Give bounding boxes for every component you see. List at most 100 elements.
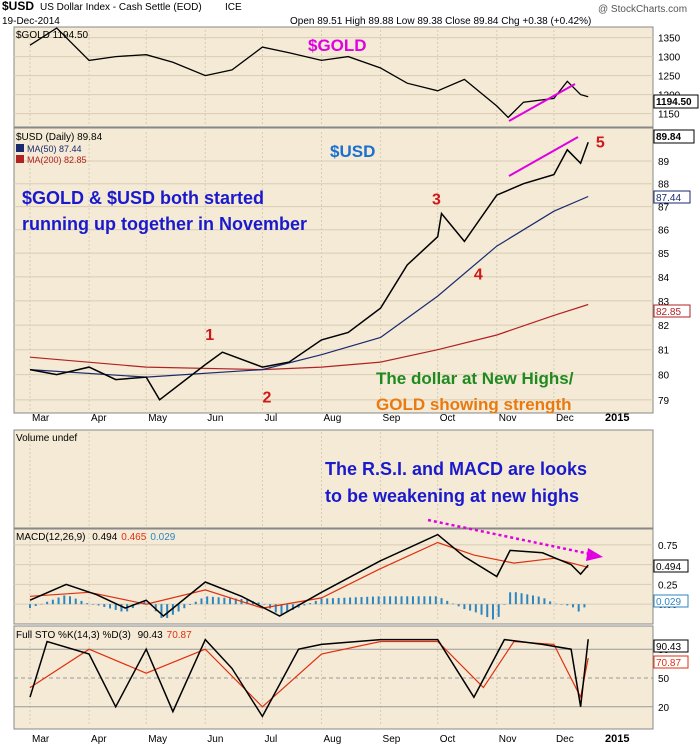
wave-count-label: 5	[596, 135, 605, 152]
macd-histogram-bar	[74, 598, 77, 605]
macd-histogram-bar	[166, 604, 169, 619]
wave-count-label: 4	[474, 266, 483, 283]
macd-histogram-bar	[366, 596, 369, 605]
macd-histogram-bar	[314, 600, 317, 605]
macd-histogram-bar	[40, 603, 43, 605]
macd-histogram-bar	[154, 604, 157, 612]
macd-histogram-bar	[469, 604, 472, 611]
x-tick-label: 2015	[605, 412, 629, 424]
macd-histogram-bar	[189, 604, 192, 605]
sto-legend-d: 70.87	[167, 630, 192, 641]
volume-legend: Volume undef	[16, 433, 77, 444]
note-rsi-macd-line1: The R.S.I. and MACD are looks	[325, 459, 587, 479]
macd-tag-text: 0.494	[656, 562, 681, 573]
gold-tick-label: 1350	[658, 34, 681, 45]
macd-histogram-bar	[583, 604, 586, 608]
macd-histogram-bar	[400, 596, 403, 605]
usd-tick-label: 84	[658, 273, 670, 284]
macd-histogram-bar	[446, 600, 449, 605]
macd-histogram-bar	[440, 598, 443, 605]
macd-histogram-bar	[234, 598, 237, 605]
usd-tick-label: 80	[658, 371, 670, 382]
macd-histogram-bar	[246, 600, 249, 605]
x-tick-labels: Mar Mar Apr Apr May May Jun Jun Jul Jul Aug Aug Sep S…	[32, 412, 629, 745]
macd-histogram-bar	[514, 592, 517, 605]
macd-histogram-bar	[520, 593, 523, 605]
x-tick-label: 2015	[605, 733, 629, 745]
macd-histogram-bar	[537, 596, 540, 605]
x-tick-label: Jun	[207, 734, 223, 745]
macd-histogram-bar	[177, 604, 180, 612]
macd-histogram-bar	[194, 601, 197, 605]
gold-trendline	[508, 83, 576, 122]
macd-histogram-bar	[423, 596, 426, 605]
macd-histogram-bar	[360, 597, 363, 605]
usd-legend-ma50: MA(50) 87.44	[27, 144, 82, 154]
macd-histogram-bar	[143, 601, 146, 605]
usd-last-text: 89.84	[656, 132, 681, 143]
macd-legend-signal: 0.465	[121, 532, 146, 543]
macd-histogram-bar	[389, 596, 392, 605]
ma50-tag-text: 87.44	[656, 193, 681, 204]
macd-histogram-bar	[434, 596, 437, 605]
macd-histogram-bar	[91, 604, 94, 605]
macd-histogram-bar	[211, 596, 214, 605]
ma200-tag	[653, 304, 691, 318]
macd-histogram-bar	[571, 604, 574, 608]
volume-panel	[13, 429, 654, 529]
macd-histogram-bar	[114, 604, 117, 610]
macd-histogram-bar	[223, 597, 226, 605]
macd-histogram-bar	[503, 604, 506, 605]
usd-series	[29, 141, 589, 401]
macd-histogram-bar	[491, 604, 494, 620]
macd-histogram-bar	[577, 604, 580, 612]
macd-histogram-bar	[171, 604, 174, 615]
header-ohlc: Open 89.51 High 89.88 Low 89.38 Close 89…	[290, 16, 591, 27]
macd-histogram-bar	[46, 601, 49, 605]
macd-histogram-bar	[377, 596, 380, 605]
gold-last-tag	[653, 94, 699, 109]
sto-tick-label: 50	[658, 674, 670, 685]
macd-series	[29, 533, 589, 620]
ma50-line	[29, 195, 589, 378]
usd-tick-label: 83	[658, 297, 670, 308]
macd-signal-line	[29, 541, 589, 609]
macd-histogram-bar	[457, 604, 460, 607]
macd-histogram-bar	[543, 598, 546, 605]
note-gold-strength: GOLD showing strength	[376, 395, 572, 414]
macd-histogram-bar	[160, 604, 163, 618]
macd-histogram-bar	[474, 604, 477, 613]
macd-histogram-bar	[429, 596, 432, 605]
macd-panel	[13, 528, 654, 625]
hist-tag-text: 0.029	[656, 597, 681, 608]
ma200-swatch	[16, 155, 24, 163]
macd-histogram-bar	[206, 596, 209, 605]
x-tick-label: Dec	[556, 734, 574, 745]
x-tick-label: Aug	[324, 413, 342, 424]
macd-histogram-bar	[69, 596, 72, 605]
macd-histogram-bar	[280, 604, 283, 615]
note-dollar-highs: The dollar at New Highs/	[376, 369, 574, 388]
macd-histogram-bar	[86, 603, 89, 605]
sto-series	[29, 638, 589, 718]
sto-k-tag	[653, 639, 689, 653]
x-tick-label: Aug	[324, 734, 342, 745]
gold-tick-label: 1300	[658, 53, 681, 64]
gold-last-text: 1194.50	[656, 97, 692, 108]
macd-legend-macd: 0.494	[92, 532, 117, 543]
usd-tick-label: 89	[658, 157, 670, 168]
macd-tick-label: 0.25	[658, 580, 678, 591]
macd-histogram-bar	[274, 604, 277, 613]
ma200-line	[29, 303, 589, 371]
gold-legend: $GOLD 1194.50	[16, 30, 89, 41]
gold-title: $GOLD	[308, 36, 367, 55]
macd-histogram-bar	[303, 604, 306, 606]
macd-histogram-bar	[371, 596, 374, 605]
x-tick-label: Jul	[264, 734, 277, 745]
value-tags: 1194.50 89.84 87.44 82.85 0.494 0.029 90…	[653, 94, 699, 669]
usd-trendline	[508, 136, 579, 177]
x-tick-label: Jul	[264, 413, 277, 424]
gold-series	[29, 27, 589, 119]
